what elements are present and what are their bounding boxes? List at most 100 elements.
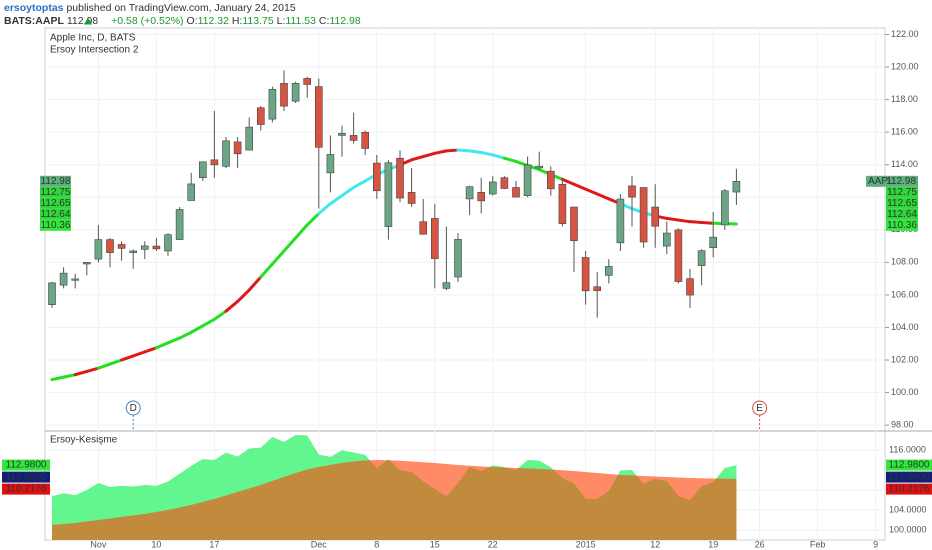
overlay-segment (189, 324, 205, 334)
y-tick-label: 102.00 (891, 354, 919, 364)
overlay-segment (352, 179, 367, 189)
overlay-segment (595, 192, 611, 201)
candle-body (48, 282, 56, 305)
x-tick-label: 10 (151, 539, 161, 549)
candle-body (709, 236, 718, 249)
candle-body (732, 181, 741, 193)
header-line: ersoytoptas published on TradingView.com… (4, 2, 296, 14)
x-tick-label: 17 (209, 539, 219, 549)
x-tick-label: 22 (488, 539, 498, 549)
candle-body (141, 245, 149, 250)
event-label: D (130, 403, 137, 414)
h-label: H: (232, 15, 243, 27)
level-label: 112.65 (41, 198, 71, 209)
candle-body (477, 192, 486, 202)
change-pct: (+0.52%) (141, 15, 184, 27)
level-label: 110.36 (41, 220, 71, 231)
change: +0.58 (111, 15, 138, 27)
y-tick-label: 104.0000 (889, 504, 927, 514)
y-tick-label: 118.00 (891, 94, 918, 104)
overlay-segment (201, 317, 216, 328)
candle-body (349, 135, 358, 141)
candle-body (222, 140, 230, 167)
level-box (2, 483, 50, 495)
author[interactable]: ersoytoptas (4, 2, 64, 14)
overlay-segment (584, 187, 599, 196)
candle-body (535, 165, 544, 169)
last-tag-box (866, 175, 918, 187)
y-tick-label: 120.00 (891, 61, 919, 71)
candle-body (245, 126, 253, 151)
overlay-segment (236, 288, 251, 303)
overlay-segment (340, 185, 356, 198)
overlay-segment (166, 336, 182, 345)
level-label: 110.2176 (889, 484, 930, 495)
candle-body (396, 157, 404, 199)
x-tick-label: 9 (873, 539, 878, 549)
level-box (40, 175, 71, 187)
x-tick-label: Feb (810, 539, 826, 549)
level-label: 112.65 (887, 198, 917, 209)
candle-body (268, 89, 277, 120)
candle-body (442, 282, 451, 289)
level-box (2, 459, 50, 471)
candle-body (686, 278, 694, 296)
overlay-segment (108, 358, 124, 366)
event-marker (752, 400, 768, 416)
level-label: 112.75 (41, 187, 71, 198)
overlay-segment (131, 350, 147, 358)
overlay-segment (62, 373, 77, 379)
candle-body (303, 78, 312, 85)
overlay-segment (479, 151, 495, 157)
y-tick-label: 116.0000 (889, 444, 926, 454)
o-label: O: (186, 15, 197, 27)
candle-body (500, 177, 509, 189)
symbol: BATS:AAPL (4, 15, 64, 27)
level-label: 112.98 (41, 176, 71, 187)
overlay-segment (502, 156, 518, 163)
overlay-segment (560, 177, 576, 186)
o: 112.32 (198, 15, 229, 27)
candle-body (233, 141, 242, 155)
x-tick-label: Dec (311, 539, 328, 549)
level-box (40, 208, 71, 220)
level-label: 112.75 (887, 187, 917, 198)
candle-body (152, 245, 161, 250)
x-tick-label: 12 (650, 539, 660, 549)
chart-title: Apple Inc, D, BATS (50, 33, 136, 44)
candle-body (454, 239, 462, 278)
y-tick-label: 100.0000 (889, 524, 927, 534)
candle-body (384, 162, 393, 227)
x-tick-label: 26 (755, 539, 765, 549)
last: 112.98 (67, 15, 98, 27)
candle-body (697, 250, 706, 266)
candle-body (570, 206, 578, 242)
overlay-segment (572, 182, 588, 191)
l: 111.53 (285, 15, 316, 27)
candle-body (407, 192, 416, 204)
candle-body (639, 187, 648, 243)
overlay-segment (73, 369, 89, 377)
published: published on TradingView.com, January 24… (66, 2, 295, 14)
overlay-segment (421, 151, 437, 159)
up-arrow (84, 17, 92, 25)
candle-body (465, 186, 474, 200)
overlay-segment (317, 202, 332, 216)
level-box (2, 471, 50, 483)
level-label: 110.2176 (6, 484, 47, 495)
y-tick-label: 108.00 (891, 257, 919, 267)
level-box (886, 208, 918, 220)
last-tag-symbol: AAPL (868, 176, 894, 187)
level-box (886, 197, 918, 209)
overlay-segment (143, 346, 158, 354)
level-box (40, 219, 71, 231)
candle-body (604, 266, 613, 276)
overlap-area (52, 460, 737, 540)
candle-body (523, 164, 532, 196)
candle-body (581, 257, 590, 292)
candle-body (430, 218, 439, 259)
h: 113.75 (242, 15, 273, 27)
candle-body (117, 244, 126, 249)
